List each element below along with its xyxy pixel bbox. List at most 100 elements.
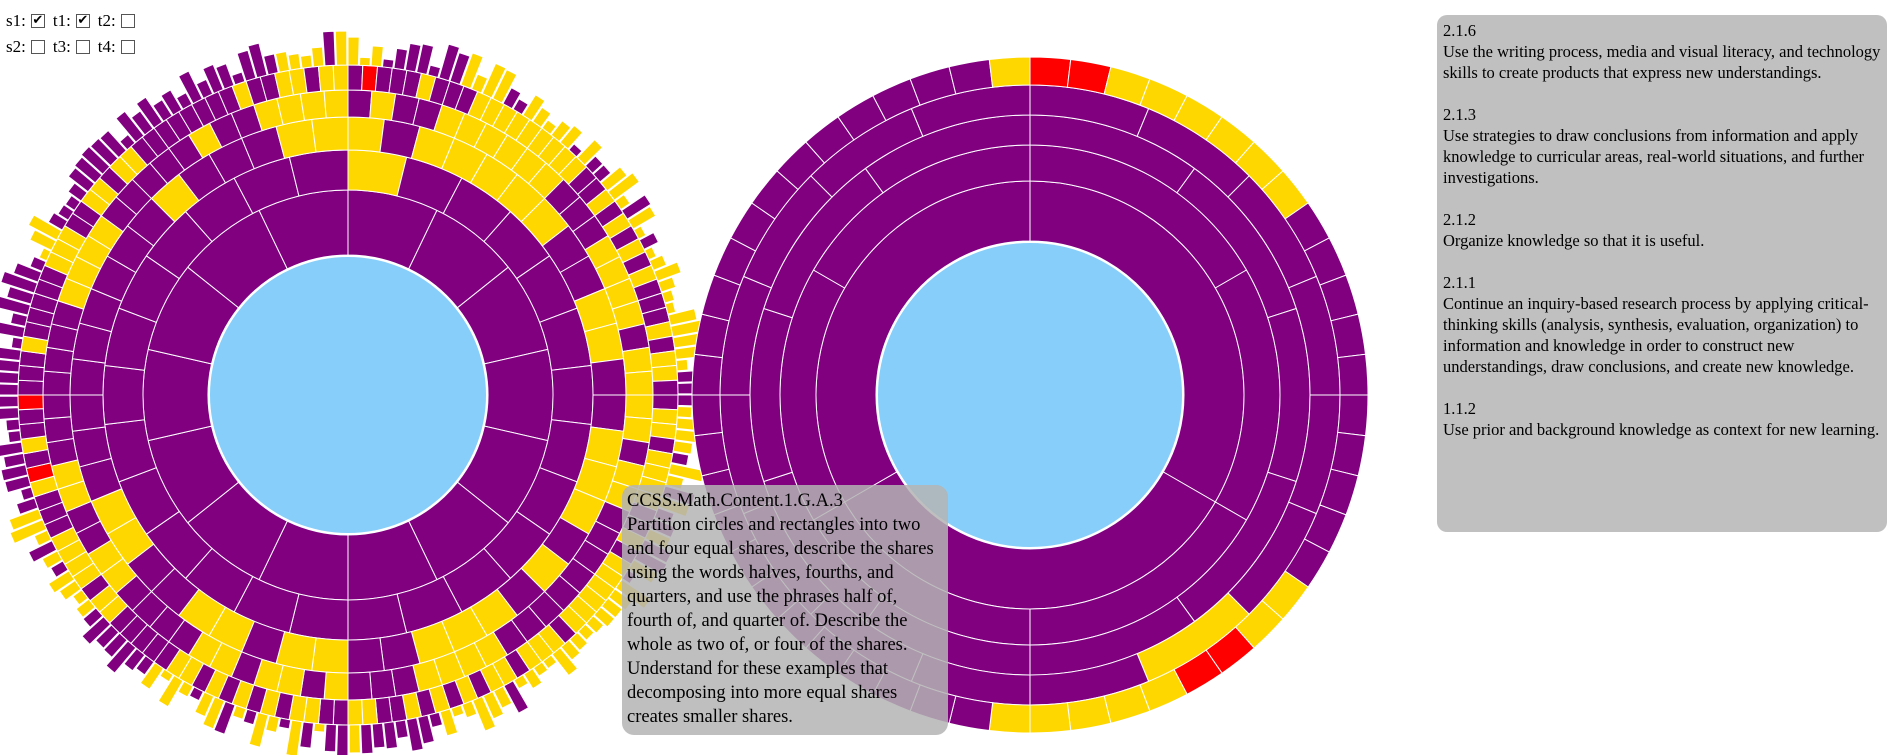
sunburst-left-segment[interactable]	[130, 110, 154, 136]
sunburst-left-segment[interactable]	[9, 312, 29, 327]
sunburst-left-segment[interactable]	[584, 155, 604, 175]
sunburst-left-segment[interactable]	[332, 64, 349, 91]
sunburst-left-segment[interactable]	[47, 211, 69, 231]
filter-t3[interactable]: t3:	[53, 34, 90, 60]
sunburst-left-segment[interactable]	[0, 296, 32, 316]
sunburst-left-segment[interactable]	[568, 631, 589, 652]
sunburst-left-segment[interactable]	[676, 406, 693, 419]
sunburst-left-segment[interactable]	[323, 723, 337, 753]
sunburst-left-segment[interactable]	[393, 47, 409, 71]
sunburst-left-segment[interactable]	[460, 52, 484, 90]
sunburst-left-segment[interactable]	[512, 98, 529, 116]
sunburst-left-segment[interactable]	[139, 661, 165, 691]
sunburst-left-segment[interactable]	[541, 119, 558, 135]
sunburst-left-segment[interactable]	[542, 654, 558, 670]
sunburst-left-segment[interactable]	[614, 193, 631, 211]
sunburst-left-segment[interactable]	[115, 110, 145, 143]
sunburst-left-segment[interactable]	[439, 708, 459, 737]
sunburst-left-segment[interactable]	[347, 64, 364, 91]
sunburst-left-segment[interactable]	[50, 560, 69, 578]
sunburst-left-segment[interactable]	[624, 394, 654, 420]
sunburst-right-center[interactable]	[878, 243, 1182, 547]
sunburst-left-segment[interactable]	[347, 89, 373, 119]
sunburst-left-segment[interactable]	[347, 637, 385, 674]
sunburst-left-segment[interactable]	[18, 421, 47, 440]
sunburst-left-segment[interactable]	[5, 418, 21, 432]
sunburst-left-segment[interactable]	[142, 348, 213, 442]
sunburst-left-segment[interactable]	[231, 704, 247, 720]
sunburst-left-segment[interactable]	[0, 346, 22, 362]
sunburst-left-segment[interactable]	[0, 407, 20, 420]
sunburst-left-segment[interactable]	[550, 120, 572, 143]
sunburst-left-segment[interactable]	[231, 71, 246, 86]
sunburst-left-segment[interactable]	[559, 124, 584, 150]
sunburst-left-segment[interactable]	[29, 229, 57, 252]
sunburst-left-segment[interactable]	[522, 94, 546, 122]
sunburst-left-segment[interactable]	[12, 262, 43, 283]
sunburst-left-segment[interactable]	[361, 698, 379, 726]
sunburst-left-segment[interactable]	[438, 43, 461, 82]
sunburst-left-segment[interactable]	[33, 529, 53, 547]
sunburst-left-segment[interactable]	[311, 637, 349, 674]
sunburst-left-segment[interactable]	[288, 149, 349, 197]
sunburst-left-segment[interactable]	[503, 680, 530, 714]
sunburst-left-segment[interactable]	[72, 589, 89, 606]
filter-s2-checkbox[interactable]	[30, 40, 45, 54]
sunburst-left-segment[interactable]	[89, 137, 119, 167]
sunburst-left-segment[interactable]	[19, 486, 35, 501]
sunburst-left-segment[interactable]	[317, 64, 335, 92]
sunburst-left-segment[interactable]	[0, 270, 39, 294]
sunburst-left-segment[interactable]	[69, 358, 106, 396]
sunburst-left-segment[interactable]	[81, 615, 112, 646]
sunburst-left-segment[interactable]	[472, 695, 497, 732]
sunburst-left-segment[interactable]	[590, 358, 627, 396]
sunburst-left-segment[interactable]	[643, 246, 657, 261]
sunburst-left-segment[interactable]	[105, 640, 137, 674]
sunburst-left-segment[interactable]	[607, 172, 641, 201]
sunburst-left-segment[interactable]	[287, 52, 302, 71]
sunburst-left-segment[interactable]	[323, 89, 349, 119]
sunburst-left-segment[interactable]	[41, 550, 63, 570]
sunburst-left-segment[interactable]	[427, 64, 442, 79]
sunburst-left-segment[interactable]	[4, 475, 32, 494]
sunburst-left-segment[interactable]	[374, 696, 393, 725]
sunburst-left-segment[interactable]	[383, 721, 399, 750]
sunburst-left-segment[interactable]	[624, 370, 654, 396]
sunburst-left-segment[interactable]	[73, 156, 103, 184]
sunburst-left-segment[interactable]	[381, 58, 395, 69]
sunburst-left-segment[interactable]	[188, 686, 205, 702]
sunburst-left-segment[interactable]	[17, 379, 44, 396]
sunburst-left-segment[interactable]	[160, 89, 183, 116]
sunburst-left-segment[interactable]	[481, 62, 507, 99]
sunburst-left-segment[interactable]	[0, 371, 20, 384]
sunburst-left-segment[interactable]	[265, 714, 280, 734]
sunburst-left-segment[interactable]	[652, 394, 679, 411]
sunburst-right-segment[interactable]	[1029, 702, 1072, 734]
sunburst-left-segment[interactable]	[29, 255, 47, 273]
sunburst-right-segment[interactable]	[691, 353, 723, 396]
sunburst-left-segment[interactable]	[416, 43, 435, 76]
sunburst-left-segment[interactable]	[482, 690, 505, 720]
sunburst-left-segment[interactable]	[311, 116, 349, 153]
sunburst-right-segment[interactable]	[1337, 353, 1369, 396]
filter-s2[interactable]: s2:	[6, 34, 45, 60]
sunburst-left-segment[interactable]	[10, 336, 24, 350]
sunburst-left-segment[interactable]	[262, 53, 279, 76]
filter-t1-checkbox[interactable]: ✔	[75, 13, 90, 28]
sunburst-left-segment[interactable]	[336, 724, 349, 755]
sunburst-left-segment[interactable]	[359, 56, 371, 67]
sunburst-left-segment[interactable]	[531, 106, 552, 129]
sunburst-left-segment[interactable]	[313, 722, 326, 733]
sunburst-left-segment[interactable]	[67, 167, 96, 193]
sunburst-left-segment[interactable]	[0, 321, 26, 339]
sunburst-left-segment[interactable]	[27, 214, 63, 241]
sunburst-left-segment[interactable]	[303, 65, 322, 94]
sunburst-left-segment[interactable]	[638, 231, 660, 250]
sunburst-left-segment[interactable]	[135, 96, 164, 129]
sunburst-left-segment[interactable]	[360, 723, 374, 755]
sunburst-left-segment[interactable]	[576, 138, 604, 166]
sunburst-right-segment[interactable]	[1029, 56, 1072, 88]
sunburst-left-segment[interactable]	[560, 639, 581, 661]
sunburst-left-segment[interactable]	[177, 680, 194, 698]
sunburst-left-segment[interactable]	[38, 247, 52, 262]
